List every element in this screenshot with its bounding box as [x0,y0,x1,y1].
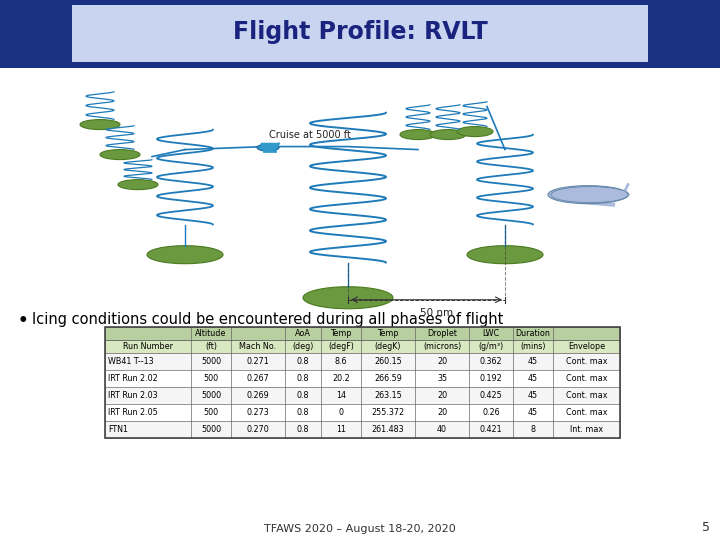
Text: 20: 20 [437,357,447,366]
Text: 261.483: 261.483 [372,425,405,434]
Text: Temp: Temp [330,329,352,338]
Text: 20.2: 20.2 [332,374,350,383]
Text: 8: 8 [531,425,536,434]
Text: 0.267: 0.267 [247,374,269,383]
Ellipse shape [430,130,466,139]
Text: 5000: 5000 [201,357,221,366]
Bar [105,340,620,353]
Text: Cont. max: Cont. max [566,391,607,400]
Text: (mins): (mins) [521,342,546,351]
Text: 45: 45 [528,391,538,400]
Text: 500: 500 [204,408,219,417]
Text: (degF): (degF) [328,342,354,351]
Text: Temp: Temp [377,329,399,338]
Ellipse shape [548,186,628,204]
Text: IRT Run 2.02: IRT Run 2.02 [108,374,158,383]
Text: 0.271: 0.271 [247,357,269,366]
Bar [72,5,648,62]
Bar [105,387,620,404]
Text: LWC: LWC [482,329,500,338]
Text: 500: 500 [204,374,219,383]
Text: FTN1: FTN1 [108,425,128,434]
Text: Envelope: Envelope [568,342,605,351]
Ellipse shape [147,246,223,264]
Text: 5: 5 [702,521,710,534]
Text: 50 nm: 50 nm [420,308,453,318]
Text: 5000: 5000 [201,391,221,400]
Text: 35: 35 [437,374,447,383]
Text: 0.8: 0.8 [297,374,310,383]
Text: 40: 40 [437,425,447,434]
Text: Cruise at 5000 ft: Cruise at 5000 ft [269,130,351,139]
Text: 0.425: 0.425 [480,391,503,400]
Text: AoA: AoA [295,329,311,338]
Ellipse shape [400,130,436,139]
Text: 266.59: 266.59 [374,374,402,383]
Text: 8.6: 8.6 [335,357,347,366]
Text: 20: 20 [437,391,447,400]
Bar [105,327,620,438]
Text: 0.192: 0.192 [480,374,503,383]
Text: 5000: 5000 [201,425,221,434]
Text: 20: 20 [437,408,447,417]
Ellipse shape [303,287,393,309]
Ellipse shape [80,119,120,130]
Text: (degK): (degK) [374,342,401,351]
Ellipse shape [100,150,140,160]
Text: 11: 11 [336,425,346,434]
Text: 45: 45 [528,357,538,366]
Text: 0.362: 0.362 [480,357,503,366]
Text: 0.8: 0.8 [297,408,310,417]
Text: Altitude: Altitude [195,329,227,338]
Text: Int. max: Int. max [570,425,603,434]
Text: (deg): (deg) [292,342,314,351]
Text: IRT Run 2.03: IRT Run 2.03 [108,391,158,400]
Text: Cont. max: Cont. max [566,357,607,366]
Text: 255.372: 255.372 [372,408,405,417]
Text: Cont. max: Cont. max [566,374,607,383]
Text: 0.8: 0.8 [297,391,310,400]
Ellipse shape [257,144,279,151]
Text: 0.8: 0.8 [297,425,310,434]
Bar [105,370,620,387]
Text: 0.26: 0.26 [482,408,500,417]
Ellipse shape [118,180,158,190]
Text: 260.15: 260.15 [374,357,402,366]
Text: 45: 45 [528,408,538,417]
Text: Cont. max: Cont. max [566,408,607,417]
Text: 0.421: 0.421 [480,425,503,434]
Text: 0: 0 [338,408,343,417]
Text: (ft): (ft) [205,342,217,351]
Text: Run Number: Run Number [123,342,173,351]
Text: Droplet: Droplet [427,329,457,338]
Bar [105,353,620,370]
Text: 0.8: 0.8 [297,357,310,366]
Text: 14: 14 [336,391,346,400]
Text: •: • [18,312,29,330]
Ellipse shape [467,246,543,264]
Text: (microns): (microns) [423,342,461,351]
Bar [105,404,620,421]
Text: 45: 45 [528,374,538,383]
Text: Flight Profile: RVLT: Flight Profile: RVLT [233,21,487,44]
Ellipse shape [457,126,493,137]
Text: TFAWS 2020 – August 18-20, 2020: TFAWS 2020 – August 18-20, 2020 [264,524,456,534]
Text: Icing conditions could be encountered during all phases of flight: Icing conditions could be encountered du… [32,312,503,327]
Text: (g/m³): (g/m³) [478,342,503,351]
Text: 0.270: 0.270 [247,425,269,434]
Text: Duration: Duration [516,329,550,338]
Bar [105,421,620,438]
Text: 263.15: 263.15 [374,391,402,400]
Text: Mach No.: Mach No. [240,342,276,351]
Bar [105,327,620,340]
Text: WB41 T--13: WB41 T--13 [108,357,153,366]
Text: IRT Run 2.05: IRT Run 2.05 [108,408,158,417]
Text: 0.269: 0.269 [247,391,269,400]
Text: 0.273: 0.273 [247,408,269,417]
